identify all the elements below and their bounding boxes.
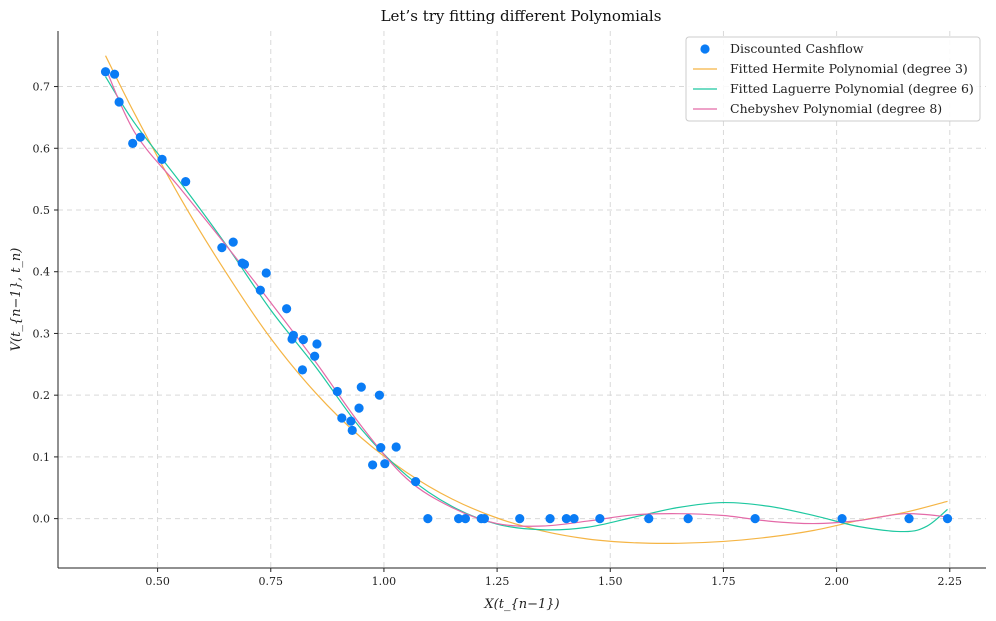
data-point xyxy=(255,285,265,295)
data-point xyxy=(135,132,145,142)
series-line-1 xyxy=(104,55,948,545)
y-tick-label: 0.3 xyxy=(33,327,51,340)
x-tick-label: 1.75 xyxy=(711,575,736,588)
data-point xyxy=(356,382,366,392)
data-point xyxy=(545,514,555,524)
data-point xyxy=(347,425,357,435)
x-tick-label: 1.25 xyxy=(485,575,510,588)
y-tick-label: 0.7 xyxy=(33,81,51,94)
y-tick-label: 0.6 xyxy=(33,142,51,155)
data-point xyxy=(217,243,227,253)
axis-titles: X(t_{n−1}) V(t_{n−1}, t_n) xyxy=(9,248,560,612)
data-point xyxy=(288,330,298,340)
series-line-2 xyxy=(105,76,948,533)
axes xyxy=(54,31,986,572)
data-point xyxy=(411,476,421,487)
legend-box xyxy=(685,36,981,122)
data-point xyxy=(312,339,322,349)
y-tick-label: 0.2 xyxy=(33,389,51,402)
data-point xyxy=(683,514,693,524)
data-point xyxy=(337,413,347,423)
legend-label: Fitted Laguerre Polynomial (degree 6) xyxy=(730,81,974,96)
legend-label: Fitted Hermite Polynomial (degree 3) xyxy=(730,61,968,76)
x-tick-label: 2.25 xyxy=(938,575,963,588)
data-point xyxy=(368,460,378,470)
data-point xyxy=(346,416,356,426)
data-point xyxy=(423,514,433,524)
data-point xyxy=(128,138,138,148)
tick-labels: 0.50 0.75 1.00 1.25 1.50 1.75 2.00 2.25 0.0 0.1 0.… xyxy=(33,81,963,588)
data-point xyxy=(228,237,238,247)
data-point xyxy=(837,514,847,524)
x-tick-label: 1.50 xyxy=(598,575,623,588)
x-axis-title: X(t_{n−1}) xyxy=(483,597,559,612)
data-point xyxy=(376,443,386,453)
series-line-3 xyxy=(104,67,948,527)
x-tick-label: 0.75 xyxy=(259,575,284,588)
data-point xyxy=(904,514,914,524)
data-point xyxy=(380,459,390,469)
data-point xyxy=(561,514,571,524)
data-point xyxy=(479,514,490,524)
data-point xyxy=(460,514,471,524)
legend-marker xyxy=(700,44,710,54)
data-point xyxy=(298,335,308,345)
y-tick-label: 0.1 xyxy=(33,451,51,464)
y-tick-label: 0.5 xyxy=(33,204,51,217)
data-point xyxy=(595,514,605,524)
data-point xyxy=(354,403,364,413)
x-tick-label: 2.00 xyxy=(824,575,849,588)
data-point xyxy=(569,514,579,524)
legend-label: Chebyshev Polynomial (degree 8) xyxy=(730,101,942,116)
x-tick-label: 0.50 xyxy=(145,575,170,588)
data-point xyxy=(239,259,250,269)
y-tick-label: 0.4 xyxy=(33,266,51,279)
y-axis-title: V(t_{n−1}, t_n) xyxy=(9,248,24,352)
data-point xyxy=(644,514,654,524)
data-point xyxy=(261,268,271,278)
data-point xyxy=(109,69,120,79)
chart-title: Let’s try fitting different Polynomials xyxy=(381,7,662,25)
legend-label: Discounted Cashflow xyxy=(730,41,864,56)
data-point xyxy=(114,97,124,107)
data-point xyxy=(750,514,760,524)
data-point xyxy=(310,351,320,361)
x-tick-label: 1.00 xyxy=(372,575,397,588)
data-point xyxy=(515,514,525,524)
grid xyxy=(58,31,986,568)
y-tick-label: 0.0 xyxy=(33,513,51,526)
legend: Discounted Cashflow Fitted Hermite Polyno… xyxy=(685,36,981,122)
data-point xyxy=(100,67,111,77)
data-point xyxy=(374,390,385,400)
data-point xyxy=(391,442,401,452)
data-point xyxy=(181,177,191,187)
data-point xyxy=(332,386,342,397)
series-layer xyxy=(104,55,948,545)
data-point xyxy=(454,514,464,524)
data-point xyxy=(942,514,953,524)
scatter-points xyxy=(100,67,953,524)
data-point xyxy=(282,304,292,314)
data-point xyxy=(297,365,308,375)
data-point xyxy=(157,154,167,164)
